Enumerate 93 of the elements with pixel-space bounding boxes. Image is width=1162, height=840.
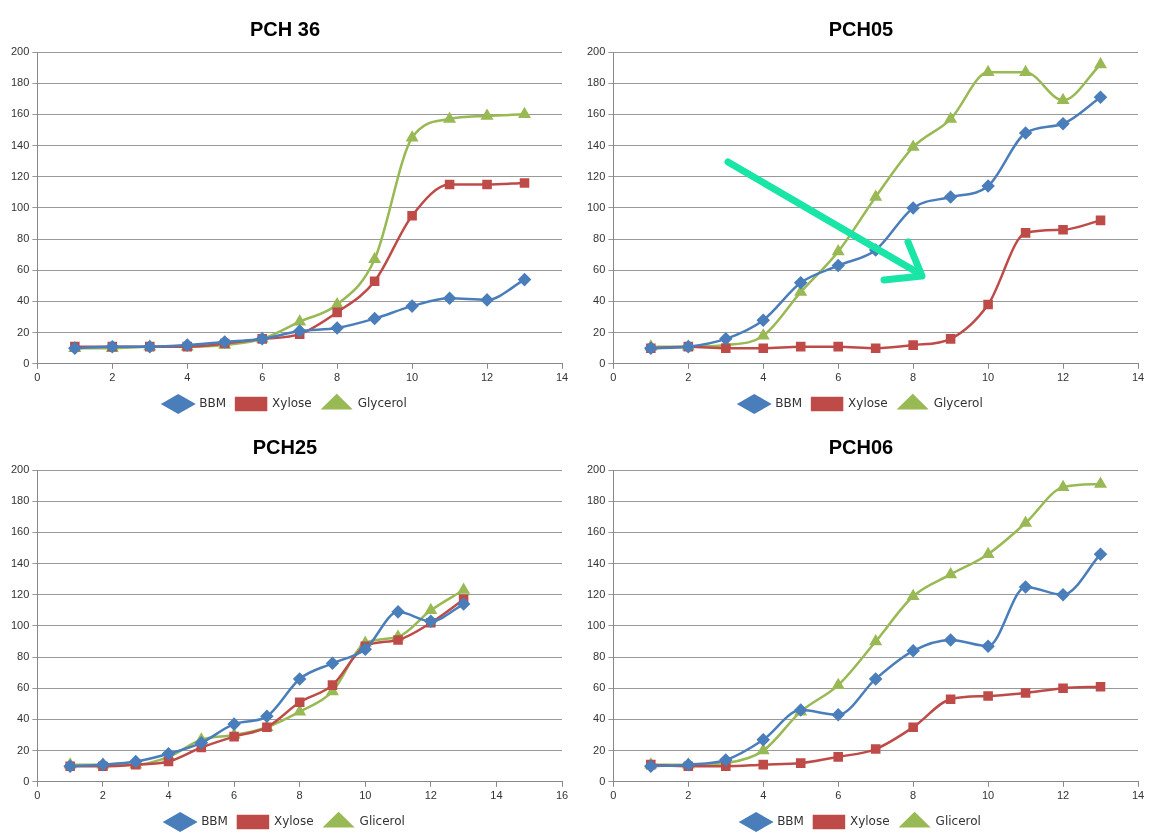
x-tick-label: 10 <box>981 371 995 384</box>
y-tick-label: 40 <box>17 712 30 725</box>
y-tick-label: 200 <box>10 463 30 476</box>
legend-label: BBM <box>199 396 227 411</box>
x-tick-label: 10 <box>405 371 419 384</box>
x-tick-label: 4 <box>760 789 767 802</box>
x-tick-label: 10 <box>981 789 995 802</box>
y-tick-label: 0 <box>599 356 606 369</box>
y-tick-label: 120 <box>586 169 606 182</box>
y-tick-label: 160 <box>586 107 606 120</box>
y-tick-label: 40 <box>593 712 606 725</box>
y-tick-label: 100 <box>10 200 30 213</box>
x-tick-label: 12 <box>424 789 437 802</box>
y-tick-label: 40 <box>17 294 30 307</box>
y-tick-label: 40 <box>593 294 606 307</box>
y-tick-label: 80 <box>17 232 30 245</box>
x-tick-label: 12 <box>480 371 494 384</box>
legend-label: BBM <box>201 814 228 829</box>
chart-title: PCH05 <box>828 17 894 40</box>
legend-label: BBM <box>777 814 804 829</box>
y-tick-label: 80 <box>17 650 30 663</box>
legend-label: BBM <box>775 396 803 411</box>
y-tick-label: 160 <box>586 525 606 538</box>
y-tick-label: 140 <box>586 556 606 569</box>
y-tick-label: 0 <box>599 774 606 787</box>
x-tick-label: 4 <box>165 789 172 802</box>
y-tick-label: 100 <box>586 618 606 631</box>
x-tick-label: 14 <box>490 789 503 802</box>
y-tick-label: 0 <box>23 356 30 369</box>
x-tick-label: 2 <box>685 789 692 802</box>
y-tick-label: 60 <box>593 263 606 276</box>
x-tick-label: 8 <box>910 789 917 802</box>
y-tick-label: 80 <box>593 650 606 663</box>
y-tick-label: 120 <box>586 587 606 600</box>
y-tick-label: 60 <box>17 681 30 694</box>
x-tick-label: 8 <box>910 371 917 384</box>
y-tick-label: 200 <box>586 463 606 476</box>
legend-label: Glycerol <box>933 396 983 411</box>
y-tick-label: 20 <box>17 325 30 338</box>
x-tick-label: 4 <box>184 371 191 384</box>
x-tick-label: 10 <box>359 789 372 802</box>
legend-label: Xylose <box>849 814 890 829</box>
x-tick-label: 14 <box>1131 371 1145 384</box>
y-tick-label: 180 <box>586 76 606 89</box>
y-tick-label: 180 <box>586 494 606 507</box>
y-tick-label: 120 <box>10 587 30 600</box>
y-tick-label: 20 <box>593 325 606 338</box>
y-tick-label: 100 <box>586 200 606 213</box>
x-tick-label: 6 <box>835 789 842 802</box>
y-tick-label: 180 <box>10 494 30 507</box>
chart-title: PCH06 <box>828 435 894 458</box>
x-tick-label: 0 <box>34 371 41 384</box>
x-tick-label: 0 <box>610 789 617 802</box>
y-tick-label: 80 <box>593 232 606 245</box>
y-tick-label: 100 <box>10 618 30 631</box>
y-tick-label: 140 <box>10 556 30 569</box>
y-tick-label: 200 <box>10 45 30 58</box>
y-tick-label: 60 <box>593 681 606 694</box>
y-tick-label: 20 <box>17 743 30 756</box>
legend-label: Glicerol <box>935 814 981 829</box>
x-tick-label: 12 <box>1056 371 1070 384</box>
legend-label: Xylose <box>272 396 312 411</box>
x-tick-label: 4 <box>760 371 767 384</box>
legend-label: Xylose <box>273 814 314 829</box>
y-tick-label: 120 <box>10 169 30 182</box>
x-tick-label: 14 <box>1131 789 1145 802</box>
y-tick-label: 160 <box>10 525 30 538</box>
x-tick-label: 0 <box>610 371 617 384</box>
x-tick-label: 8 <box>296 789 303 802</box>
chart-title: PCH 36 <box>249 17 321 40</box>
y-tick-label: 200 <box>586 45 606 58</box>
y-tick-label: 180 <box>10 76 30 89</box>
x-tick-label: 0 <box>34 789 41 802</box>
chart-title: PCH25 <box>252 435 318 458</box>
x-tick-label: 2 <box>99 789 106 802</box>
legend-label: Glicerol <box>359 814 405 829</box>
legend-label: Glycerol <box>357 396 407 411</box>
x-tick-label: 2 <box>109 371 116 384</box>
x-tick-label: 6 <box>835 371 842 384</box>
y-tick-label: 60 <box>17 263 30 276</box>
x-tick-label: 14 <box>555 371 569 384</box>
y-tick-label: 0 <box>23 774 30 787</box>
y-tick-label: 20 <box>593 743 606 756</box>
x-tick-label: 2 <box>685 371 692 384</box>
legend-label: Xylose <box>848 396 888 411</box>
y-tick-label: 140 <box>586 138 606 151</box>
x-tick-label: 16 <box>555 789 569 802</box>
y-tick-label: 140 <box>10 138 30 151</box>
x-tick-label: 8 <box>334 371 341 384</box>
x-tick-label: 12 <box>1056 789 1070 802</box>
x-tick-label: 6 <box>231 789 238 802</box>
x-tick-label: 6 <box>259 371 266 384</box>
y-tick-label: 160 <box>10 107 30 120</box>
